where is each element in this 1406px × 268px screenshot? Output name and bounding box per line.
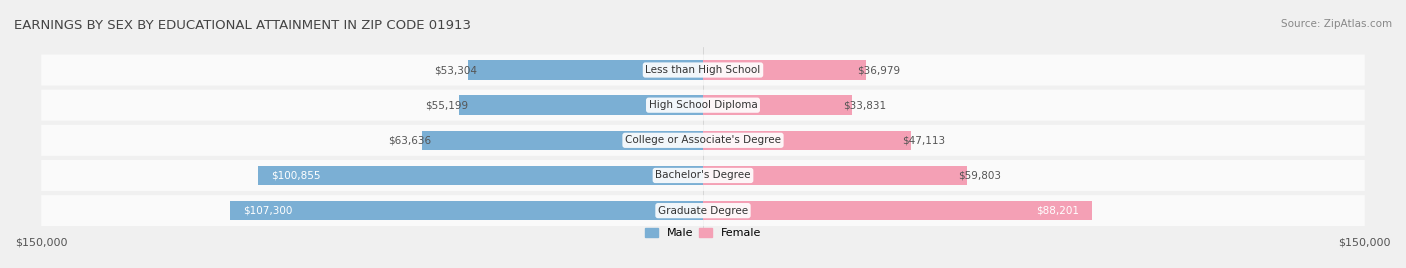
Text: $33,831: $33,831	[844, 100, 887, 110]
Legend: Male, Female: Male, Female	[640, 224, 766, 243]
Text: $107,300: $107,300	[243, 206, 292, 216]
Text: Graduate Degree: Graduate Degree	[658, 206, 748, 216]
Text: EARNINGS BY SEX BY EDUCATIONAL ATTAINMENT IN ZIP CODE 01913: EARNINGS BY SEX BY EDUCATIONAL ATTAINMEN…	[14, 19, 471, 32]
Bar	[703, 60, 866, 80]
Text: High School Diploma: High School Diploma	[648, 100, 758, 110]
Bar	[460, 95, 703, 115]
Text: $47,113: $47,113	[903, 135, 945, 145]
Text: Less than High School: Less than High School	[645, 65, 761, 75]
Text: College or Associate's Degree: College or Associate's Degree	[626, 135, 780, 145]
FancyBboxPatch shape	[41, 195, 1365, 226]
Bar	[468, 60, 703, 80]
Text: Bachelor's Degree: Bachelor's Degree	[655, 170, 751, 180]
FancyBboxPatch shape	[41, 55, 1365, 85]
Text: $53,304: $53,304	[433, 65, 477, 75]
Bar	[259, 166, 703, 185]
Text: $63,636: $63,636	[388, 135, 432, 145]
Bar	[703, 131, 911, 150]
FancyBboxPatch shape	[41, 125, 1365, 156]
Text: $36,979: $36,979	[858, 65, 900, 75]
Bar	[422, 131, 703, 150]
FancyBboxPatch shape	[41, 90, 1365, 121]
Bar	[229, 201, 703, 220]
Bar	[703, 166, 967, 185]
Text: $100,855: $100,855	[271, 170, 321, 180]
Text: $88,201: $88,201	[1036, 206, 1078, 216]
Bar	[703, 201, 1092, 220]
FancyBboxPatch shape	[41, 160, 1365, 191]
Text: Source: ZipAtlas.com: Source: ZipAtlas.com	[1281, 19, 1392, 29]
Text: $59,803: $59,803	[957, 170, 1001, 180]
Text: $55,199: $55,199	[425, 100, 468, 110]
Bar	[703, 95, 852, 115]
